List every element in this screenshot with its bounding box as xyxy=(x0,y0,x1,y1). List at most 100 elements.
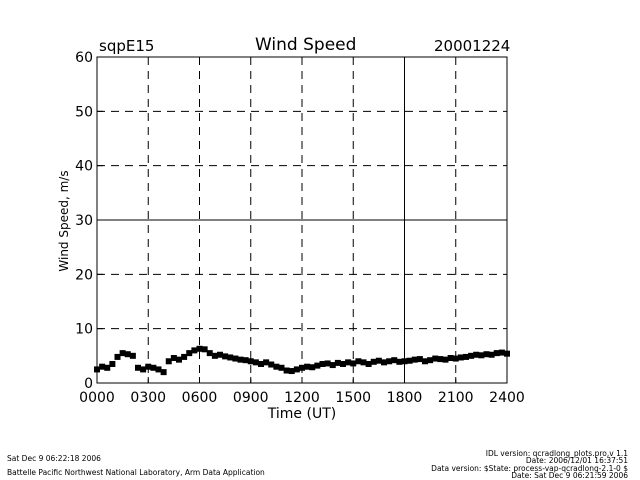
data-point xyxy=(227,354,234,361)
grid-lines xyxy=(97,57,507,383)
data-point xyxy=(119,350,126,357)
data-point xyxy=(263,359,270,366)
y-axis-label: Wind Speed, m/s xyxy=(57,170,71,271)
data-point xyxy=(196,345,203,352)
data-point xyxy=(427,357,434,364)
data-point xyxy=(457,354,464,361)
x-tick-label: 2100 xyxy=(438,390,474,406)
data-point xyxy=(340,360,346,367)
data-point xyxy=(135,364,141,371)
data-point xyxy=(345,359,352,366)
site-label: sqpE15 xyxy=(99,37,155,55)
data-point xyxy=(170,355,177,362)
data-point xyxy=(483,351,490,358)
y-tick-label: 10 xyxy=(75,322,93,338)
data-point xyxy=(447,355,454,362)
footer-idl-date: Date: 2006/12/01 16:37:51 xyxy=(525,456,628,465)
data-point xyxy=(452,355,459,362)
data-point xyxy=(293,366,300,373)
data-point xyxy=(411,356,418,363)
x-tick-label: 0900 xyxy=(233,390,269,406)
data-point xyxy=(299,364,305,371)
footer-idl-version: IDL version: qcradlong_plots.pro,v 1.1 xyxy=(485,449,628,458)
data-point xyxy=(129,352,136,359)
data-point xyxy=(109,360,116,367)
data-point xyxy=(324,360,331,367)
x-tick-label: 1800 xyxy=(387,390,423,406)
data-point xyxy=(463,353,469,360)
data-point xyxy=(201,346,208,353)
data-point xyxy=(268,361,275,368)
data-point xyxy=(370,358,377,365)
data-point xyxy=(140,366,147,373)
data-point xyxy=(498,349,505,356)
data-point xyxy=(488,351,495,358)
x-tick-label: 0300 xyxy=(130,390,166,406)
data-point xyxy=(375,357,382,364)
data-point xyxy=(237,356,244,363)
data-point xyxy=(206,350,213,357)
data-point xyxy=(288,368,295,375)
data-point xyxy=(391,357,398,364)
data-point xyxy=(191,347,198,354)
data-point xyxy=(350,360,357,367)
x-tick-label: 0600 xyxy=(182,390,218,406)
data-point xyxy=(468,352,475,359)
data-point xyxy=(437,356,444,363)
y-tick-label: 50 xyxy=(75,104,93,120)
data-point xyxy=(386,358,393,365)
x-tick-label: 0000 xyxy=(79,390,115,406)
data-point xyxy=(160,369,167,376)
data-point xyxy=(334,359,341,366)
data-point xyxy=(319,360,326,367)
data-point xyxy=(493,350,500,357)
x-axis-label: Time (UT) xyxy=(267,406,336,422)
data-point xyxy=(150,364,157,371)
data-point xyxy=(222,353,229,360)
y-tick-label: 40 xyxy=(75,159,93,175)
y-tick-label: 0 xyxy=(84,376,93,392)
data-point xyxy=(442,356,449,363)
data-point xyxy=(329,362,336,369)
data-point xyxy=(258,360,264,367)
footer-timestamp: Sat Dec 9 06:22:18 2006 xyxy=(7,454,101,463)
data-point xyxy=(283,367,290,374)
footer-data-version: Data version: $State: process-vap-qcradl… xyxy=(431,464,628,473)
data-point xyxy=(396,358,403,365)
data-point xyxy=(165,358,172,365)
footer-organization: Battelle Pacific Northwest National Labo… xyxy=(7,468,265,477)
data-point xyxy=(114,353,121,360)
data-point xyxy=(217,351,223,358)
data-point xyxy=(365,360,372,367)
data-point xyxy=(99,363,106,370)
data-point xyxy=(401,358,408,365)
data-point xyxy=(478,352,485,359)
data-point xyxy=(381,359,387,366)
data-points xyxy=(94,345,510,376)
data-point xyxy=(145,363,152,370)
data-point xyxy=(406,357,413,364)
data-point xyxy=(416,356,423,363)
tick-labels: 0000 0300 0600 0900 1200 1500 1800 2100 2400 0 10 2… xyxy=(75,50,525,406)
data-point xyxy=(242,357,249,364)
x-tick-label: 1200 xyxy=(284,390,320,406)
data-point xyxy=(473,351,480,358)
x-tick-label: 2400 xyxy=(489,390,525,406)
data-point xyxy=(124,351,131,358)
data-point xyxy=(314,362,321,369)
axes xyxy=(96,56,508,384)
data-point xyxy=(181,353,188,360)
chart-title: Wind Speed xyxy=(255,35,357,55)
data-point xyxy=(247,358,254,365)
data-point xyxy=(355,358,362,365)
y-tick-label: 30 xyxy=(75,213,93,229)
footer-data-date: Date: Sat Dec 9 06:21:59 2006 xyxy=(511,471,628,480)
data-point xyxy=(176,356,182,363)
data-point xyxy=(273,363,280,370)
data-point xyxy=(309,364,316,371)
data-point xyxy=(104,364,111,371)
data-point xyxy=(186,350,193,357)
data-point xyxy=(422,358,428,365)
date-label: 20001224 xyxy=(434,37,511,55)
